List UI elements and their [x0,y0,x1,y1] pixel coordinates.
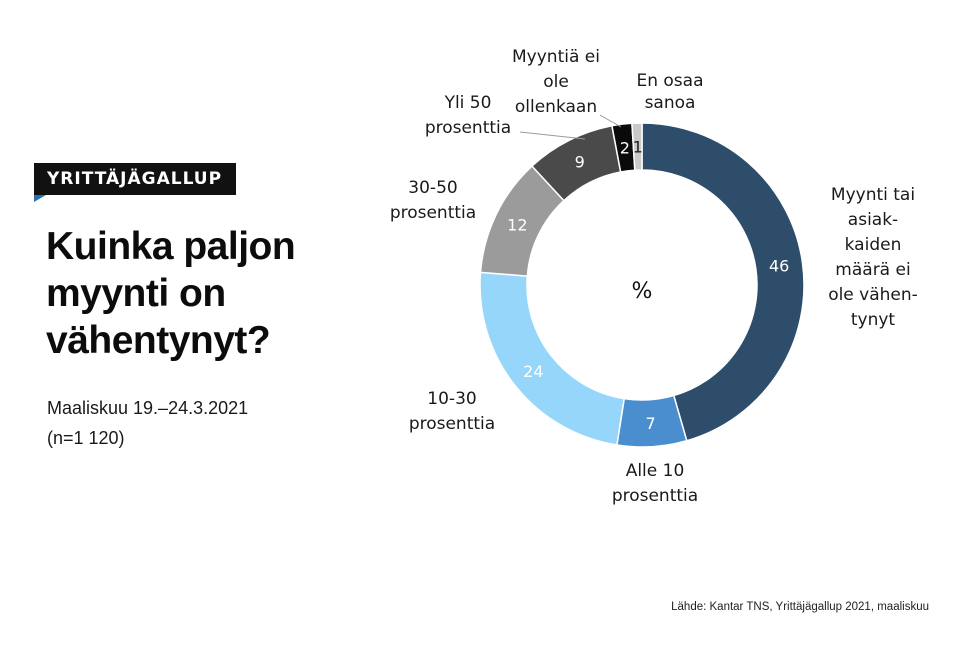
slice-label-line: 30-50 [408,178,457,198]
slice-label-5: Myyntiä ei ole ollenkaan [512,47,600,117]
slice-label-line: 10-30 [427,389,476,409]
slice-label-line: ollenkaan [515,97,597,117]
slice-label-3: 30-50 prosenttia [390,178,476,223]
badge-tab-decoration [34,195,46,202]
donut-slice-0 [641,122,805,442]
slice-value-1: 7 [646,414,656,433]
slice-label-line: asiak- [848,210,898,230]
slice-label-line: prosenttia [612,486,698,506]
slice-value-0: 46 [769,257,789,276]
survey-date: Maaliskuu 19.–24.3.2021 [47,398,249,418]
slice-label-line: En osaa [636,71,703,91]
slice-label-line: sanoa [645,93,696,113]
slice-label-line: Alle 10 [626,461,685,481]
slice-label-0: Myynti tai asiak-kaiden määrä ei ole vähen-… [828,185,918,330]
slice-value-4: 9 [575,152,585,171]
slice-label-line: Myynti tai [831,185,915,205]
center-percent-label: % [632,279,653,304]
slice-label-line: prosenttia [425,118,511,138]
chart-title: Kuinka paljon myynti on vähentynyt? [46,225,296,362]
leader-line-4 [519,131,586,140]
slice-label-line: ole [543,72,569,92]
sample-size: (n=1 120) [47,428,125,448]
source-note: Lähde: Kantar TNS, Yrittäjägallup 2021, … [671,601,929,613]
slice-label-line: Myyntiä ei [512,47,600,67]
slice-value-6: 1 [633,138,643,157]
slice-label-6: En osaa sanoa [636,71,703,113]
slice-label-line: ole vähen- [828,285,918,305]
donut-slice-6 [631,122,643,172]
slice-value-5: 2 [620,139,630,158]
slice-label-1: Alle 10 prosenttia [612,461,698,506]
slice-label-line: prosenttia [390,203,476,223]
slice-label-4: Yli 50 prosenttia [425,93,511,138]
slice-value-3: 12 [507,216,527,235]
slice-label-line: Yli 50 [444,93,492,113]
leader-line-5 [599,114,622,128]
slice-label-2: 10-30 prosenttia [409,389,495,434]
donut-slice-2 [479,271,626,446]
slice-label-line: määrä ei [835,260,910,280]
slice-label-line: prosenttia [409,414,495,434]
badge-yrittajagallup: YRITTÄJÄGALLUP [34,163,237,195]
slice-value-2: 24 [523,362,543,381]
slice-label-line: tynyt [851,310,896,330]
slice-label-line: kaiden [845,235,902,255]
